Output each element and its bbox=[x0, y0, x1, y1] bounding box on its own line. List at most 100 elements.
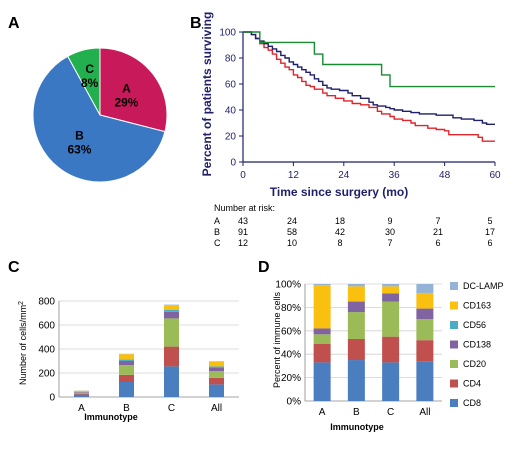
bar-segment-cd4 bbox=[416, 340, 434, 362]
risk-value: 21 bbox=[433, 227, 443, 237]
percent-y-label: Percent of immune cells bbox=[272, 291, 282, 388]
y-tick-label: 0 bbox=[49, 393, 55, 404]
risk-value: 30 bbox=[385, 227, 395, 237]
survival-x-tick-label: 48 bbox=[439, 170, 451, 181]
bar-segment-cd8 bbox=[74, 394, 89, 397]
y-tick-label: 200 bbox=[38, 369, 55, 380]
survival-x-tick-label: 24 bbox=[338, 170, 350, 181]
survival-x-tick-label: 60 bbox=[489, 170, 501, 181]
risk-value: 6 bbox=[487, 238, 492, 248]
risk-value: 17 bbox=[485, 227, 495, 237]
count-y-label: Number of cells/mm2 bbox=[18, 301, 28, 385]
bar-segment-dc-lamp bbox=[313, 284, 331, 286]
risk-title: Number at risk: bbox=[214, 203, 275, 213]
bar-segment-cd138 bbox=[209, 367, 224, 372]
bar-segment-cd138 bbox=[347, 301, 365, 313]
bar-segment-cd8 bbox=[382, 362, 400, 401]
legend-swatch-cd20 bbox=[450, 360, 458, 368]
y-tick-label: 40% bbox=[281, 350, 301, 361]
pie-slice-b bbox=[32, 55, 166, 183]
bar-segment-cd8 bbox=[119, 382, 134, 397]
y-tick-label: 60% bbox=[281, 326, 301, 337]
bar-segment-cd138 bbox=[416, 308, 434, 320]
x-tick-label: C bbox=[168, 403, 175, 414]
pie-percent-a: 29% bbox=[114, 95, 138, 109]
pie-percent-c: 8% bbox=[81, 76, 99, 90]
survival-x-tick-label: 36 bbox=[389, 170, 401, 181]
y-tick-label: 600 bbox=[38, 321, 55, 332]
risk-value: 42 bbox=[335, 227, 345, 237]
y-tick-label: 100% bbox=[275, 280, 301, 291]
bar-segment-cd20 bbox=[382, 301, 400, 337]
pie-slice-c bbox=[67, 47, 101, 116]
bar-segment-cd8 bbox=[416, 361, 434, 401]
bar-segment-cd56 bbox=[119, 359, 134, 361]
x-tick-label: A bbox=[319, 407, 326, 418]
survival-x-tick-label: 12 bbox=[288, 170, 300, 181]
bar-segment-cd20 bbox=[164, 318, 179, 347]
legend-label-dc-lamp: DC-LAMP bbox=[463, 281, 504, 291]
x-tick-label: All bbox=[419, 407, 430, 418]
bar-segment-cd56 bbox=[164, 310, 179, 312]
survival-y-tick-label: 20 bbox=[225, 132, 237, 143]
y-tick-label: 0% bbox=[287, 397, 302, 408]
pie-label-a: A bbox=[122, 81, 131, 95]
bar-segment-cd8 bbox=[313, 362, 331, 401]
legend-swatch-cd163 bbox=[450, 301, 458, 310]
legend-swatch-cd8 bbox=[450, 399, 458, 407]
bar-segment-cd163 bbox=[347, 286, 365, 302]
bar-segment-dc-lamp bbox=[164, 304, 179, 306]
risk-value: 7 bbox=[387, 238, 392, 248]
legend-swatch-dc-lamp bbox=[450, 282, 458, 290]
bar-segment-cd20 bbox=[209, 371, 224, 378]
survival-y-tick-label: 80 bbox=[225, 54, 237, 65]
legend-label-cd20: CD20 bbox=[463, 359, 486, 369]
panel-label-d: D bbox=[258, 259, 270, 276]
survival-line-b bbox=[243, 31, 495, 125]
x-tick-label: A bbox=[78, 403, 85, 414]
bar-segment-cd138 bbox=[164, 311, 179, 319]
bar-segment-cd138 bbox=[313, 328, 331, 335]
legend-swatch-cd56 bbox=[450, 321, 458, 329]
bar-segment-cd8 bbox=[347, 360, 365, 401]
risk-group-a: A bbox=[214, 216, 220, 226]
percent-legend: DC-LAMP CD163 CD56 CD138 CD20 CD4 CD8 bbox=[450, 281, 504, 408]
risk-value: 9 bbox=[387, 216, 392, 226]
pie-label-c: C bbox=[85, 62, 94, 76]
legend-label-cd8: CD8 bbox=[463, 398, 481, 408]
bar-segment-cd56 bbox=[209, 366, 224, 368]
survival-y-label: Percent of patients surviving bbox=[200, 12, 214, 177]
risk-value: 58 bbox=[287, 227, 297, 237]
survival-y-tick-label: 60 bbox=[225, 80, 237, 91]
y-tick-label: 20% bbox=[281, 373, 301, 384]
risk-group-c: C bbox=[214, 238, 221, 248]
x-tick-label: B bbox=[123, 403, 130, 414]
bar-segment-cd4 bbox=[209, 377, 224, 385]
pie-percent-b: 63% bbox=[67, 142, 91, 156]
bar-segment-cd20 bbox=[347, 312, 365, 339]
bar-segment-cd4 bbox=[382, 336, 400, 363]
legend-swatch-cd138 bbox=[450, 340, 458, 349]
x-tick-label: C bbox=[387, 407, 394, 418]
bar-segment-cd20 bbox=[74, 393, 89, 394]
bar-segment-cd163 bbox=[119, 354, 134, 360]
risk-value: 6 bbox=[435, 238, 440, 248]
percent-x-label: Immunotype bbox=[330, 422, 384, 432]
survival-y-tick-label: 100 bbox=[219, 28, 236, 39]
bar-segment-cd138 bbox=[382, 293, 400, 302]
pie-slice-a bbox=[99, 47, 168, 133]
survival-x-tick-label: 0 bbox=[240, 170, 246, 181]
bar-segment-cd20 bbox=[416, 319, 434, 341]
risk-value: 12 bbox=[238, 238, 248, 248]
risk-group-b: B bbox=[214, 227, 220, 237]
risk-value: 10 bbox=[287, 238, 297, 248]
pie-chart: A29% B63% C8% bbox=[32, 47, 168, 183]
bar-segment-cd20 bbox=[119, 365, 134, 375]
y-tick-label: 400 bbox=[38, 345, 55, 356]
risk-value: 18 bbox=[335, 216, 345, 226]
legend-swatch-cd4 bbox=[450, 379, 458, 388]
y-tick-label: 80% bbox=[281, 303, 301, 314]
bar-segment-cd8 bbox=[209, 384, 224, 397]
bar-segment-cd138 bbox=[74, 392, 89, 394]
